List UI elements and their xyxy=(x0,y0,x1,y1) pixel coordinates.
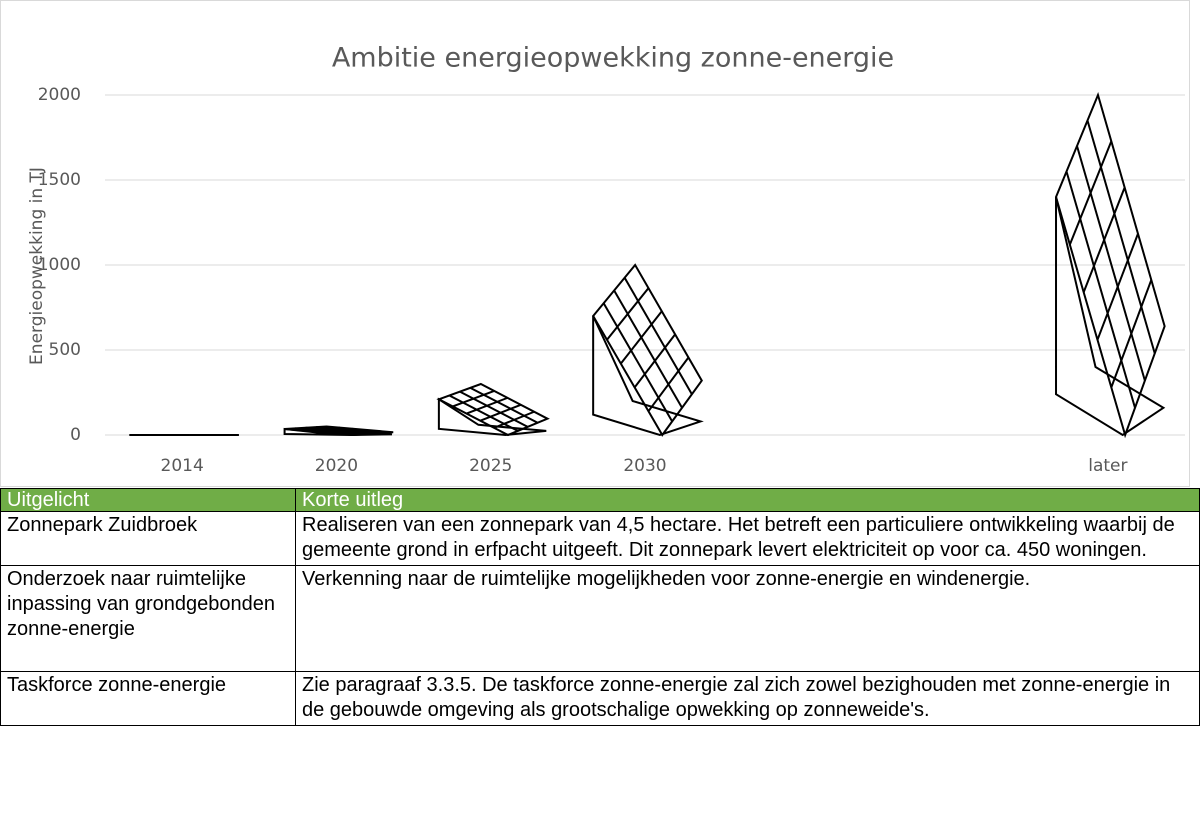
stand xyxy=(439,399,546,435)
panel-grid xyxy=(312,429,353,432)
pictogram xyxy=(439,384,548,435)
cell: Onderzoek naar ruimtelijke inpassing van… xyxy=(0,565,296,672)
panel-grid xyxy=(1087,121,1154,354)
chart-frame: Ambitie energieopwekking zonne-energie E… xyxy=(0,0,1190,487)
panel-grid xyxy=(604,303,673,421)
stand xyxy=(593,316,700,435)
panel-grid xyxy=(480,405,520,421)
panel-grid xyxy=(467,398,508,414)
panel-grid xyxy=(340,431,380,434)
cell: Zonnepark Zuidbroek xyxy=(0,511,296,566)
panel xyxy=(593,265,702,435)
pictogram xyxy=(593,265,702,435)
panel-grid xyxy=(1084,187,1125,292)
header-row: Uitgelicht Korte uitleg xyxy=(0,488,1200,512)
panel-grid xyxy=(1097,234,1137,340)
panel-grid xyxy=(1077,146,1145,381)
panel-grid xyxy=(453,391,494,407)
x-tick-label: 2030 xyxy=(623,456,666,476)
x-tick-label: 2025 xyxy=(469,456,512,476)
cell: Zie paragraaf 3.3.5. De taskforce zonne-… xyxy=(295,671,1200,726)
x-tick-label: 2014 xyxy=(161,456,204,476)
row: Zonnepark Zuidbroek Realiseren van een z… xyxy=(0,511,1200,566)
chart-title: Ambitie energieopwekking zonne-energie xyxy=(332,43,894,74)
panel-grid xyxy=(460,392,528,427)
header-cell: Korte uitleg xyxy=(295,488,1200,512)
panel-grid xyxy=(1070,141,1111,244)
x-tick-label: 2020 xyxy=(315,456,358,476)
panel-grid xyxy=(635,334,675,387)
x-tick-label: later xyxy=(1088,456,1127,476)
panel-grid xyxy=(625,278,692,394)
row: Taskforce zonne-energie Zie paragraaf 3.… xyxy=(0,671,1200,726)
y-axis-label: Energieopwekking in TJ xyxy=(27,167,47,365)
pictogram xyxy=(285,427,394,436)
panel-grid xyxy=(326,430,366,433)
panel-grid xyxy=(1111,280,1151,387)
panel xyxy=(1056,95,1165,435)
y-tick-label: 1000 xyxy=(38,255,81,275)
cell: Verkenning naar de ruimtelijke mogelijkh… xyxy=(295,565,1200,672)
panel-grid xyxy=(449,395,518,430)
y-tick-label: 1500 xyxy=(38,170,81,190)
header-cell: Uitgelicht xyxy=(0,488,296,512)
panel-grid xyxy=(298,428,339,431)
y-tick-label: 500 xyxy=(49,340,81,360)
panel-grid xyxy=(470,388,537,423)
panel-grid xyxy=(1067,172,1136,408)
info-table: Uitgelicht Korte uitleg Zonnepark Zuidbr… xyxy=(0,488,1200,726)
chart: Ambitie energieopwekking zonne-energie E… xyxy=(27,43,1185,476)
row: Onderzoek naar ruimtelijke inpassing van… xyxy=(0,565,1200,672)
panel-grid xyxy=(621,311,662,363)
pictogram xyxy=(1056,95,1165,435)
stand xyxy=(1056,197,1163,435)
y-tick-label: 0 xyxy=(70,425,81,445)
panel-grid xyxy=(614,291,682,408)
cell: Realiseren van een zonnepark van 4,5 hec… xyxy=(295,511,1200,566)
panel xyxy=(439,384,548,435)
panel-grid xyxy=(607,288,648,340)
y-tick-label: 2000 xyxy=(38,85,81,105)
panel-grid xyxy=(494,412,534,428)
cell: Taskforce zonne-energie xyxy=(0,671,296,726)
panel-grid xyxy=(648,357,688,411)
